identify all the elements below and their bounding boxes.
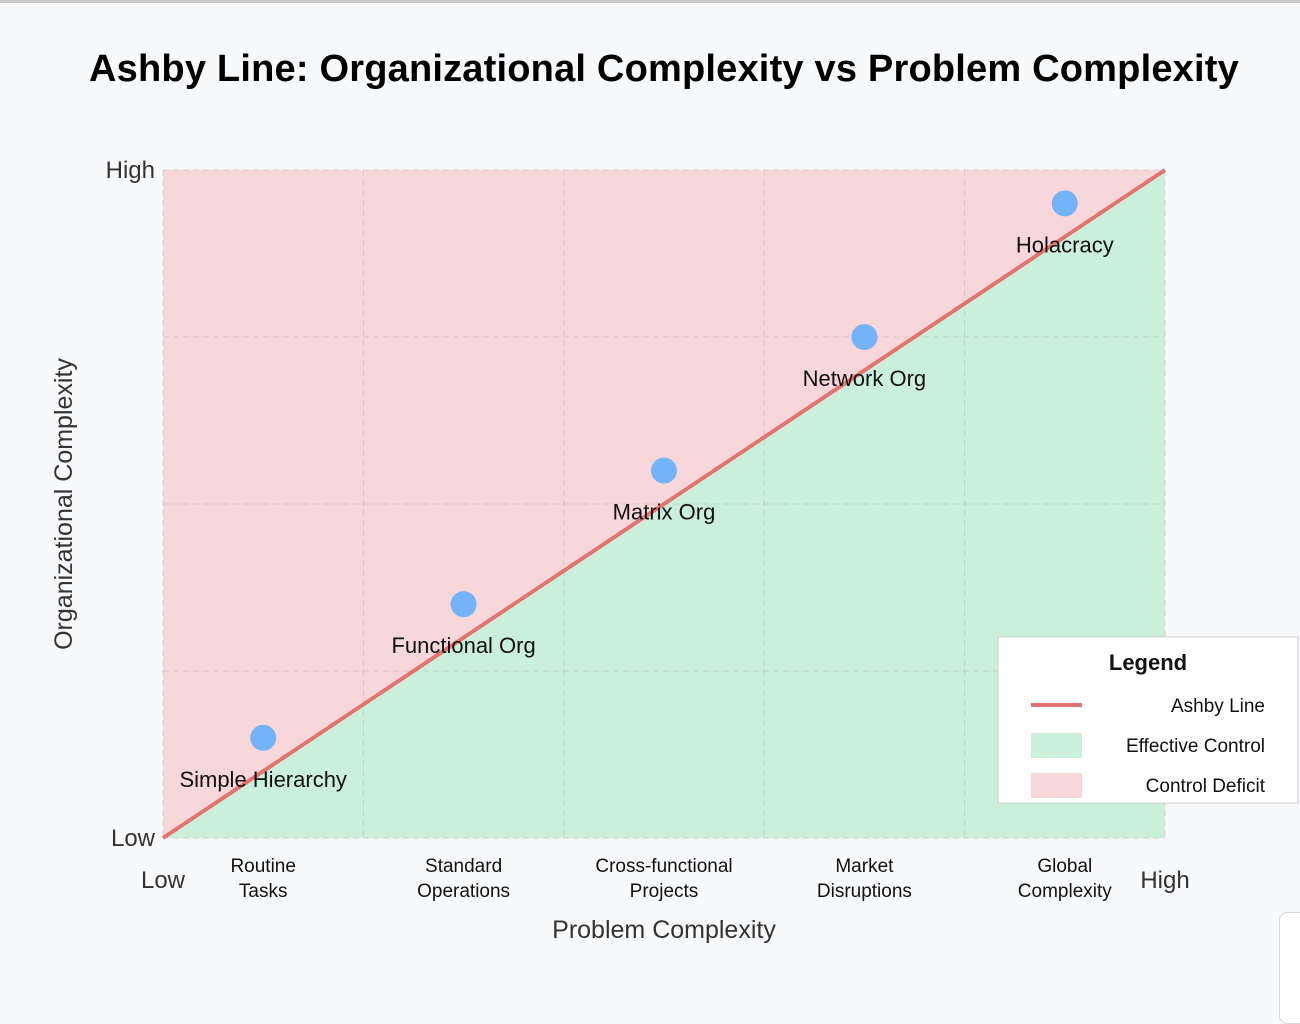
data-point (651, 457, 677, 484)
y-axis-title: Organizational Complexity (50, 358, 78, 650)
chart-title: Ashby Line: Organizational Complexity vs… (89, 48, 1239, 90)
legend-swatch-area (1031, 773, 1082, 798)
data-point-label: Simple Hierarchy (179, 767, 347, 792)
y-tick-low: Low (111, 825, 156, 852)
data-point (250, 724, 277, 751)
x-category-label: Routine Tasks (230, 856, 296, 902)
y-tick-high: High (106, 157, 155, 184)
data-point-label: Functional Org (391, 633, 535, 658)
x-axis-title: Problem Complexity (552, 916, 776, 944)
x-category-label: Global Complexity (1018, 856, 1112, 902)
x-category-label: Standard Operations (417, 856, 510, 902)
data-point (450, 591, 477, 618)
legend-item-label: Control Deficit (1146, 776, 1266, 797)
top-border (0, 0, 1300, 3)
x-tick-high: High (1140, 867, 1189, 894)
data-point-label: Matrix Org (613, 500, 716, 525)
x-category-label: Market Disruptions (817, 856, 912, 902)
legend-swatch-area (1031, 733, 1082, 758)
legend-title: Legend (1109, 650, 1187, 675)
legend-item-label: Ashby Line (1171, 696, 1265, 717)
legend-item-label: Effective Control (1126, 736, 1265, 757)
data-point (851, 324, 878, 350)
x-category-label: Cross-functional Projects (595, 856, 732, 902)
corner-panel (1279, 912, 1300, 1024)
data-point (1051, 190, 1078, 217)
x-tick-low: Low (141, 867, 186, 894)
data-point-label: Network Org (803, 366, 926, 391)
data-point-label: Holacracy (1016, 232, 1114, 257)
ashby-line (161, 168, 1167, 840)
